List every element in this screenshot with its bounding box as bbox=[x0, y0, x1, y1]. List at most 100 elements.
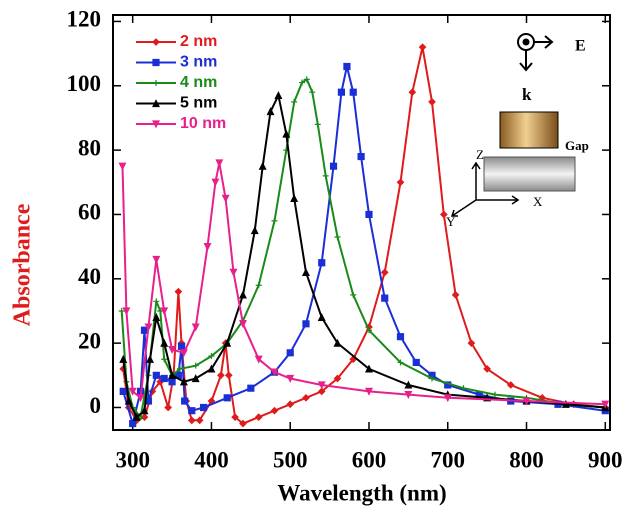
marker bbox=[238, 290, 247, 299]
marker bbox=[381, 294, 389, 302]
marker bbox=[160, 374, 168, 383]
marker bbox=[428, 375, 435, 382]
marker bbox=[179, 349, 188, 358]
marker bbox=[349, 88, 357, 96]
nanocube bbox=[499, 111, 559, 149]
x-axis-label: Wavelength (nm) bbox=[277, 480, 446, 505]
marker bbox=[207, 364, 216, 373]
y-tick-label: 80 bbox=[78, 135, 101, 160]
inset-label: Z bbox=[476, 147, 484, 162]
marker bbox=[357, 152, 365, 161]
marker bbox=[176, 365, 183, 372]
y-tick-label: 100 bbox=[67, 71, 102, 96]
x-tick-label: 400 bbox=[194, 447, 229, 472]
marker bbox=[451, 291, 460, 299]
marker bbox=[224, 371, 233, 380]
marker bbox=[396, 178, 405, 187]
legend-label: 3 nm bbox=[180, 54, 217, 71]
series-line bbox=[122, 46, 606, 425]
series-line bbox=[122, 66, 606, 428]
marker bbox=[122, 307, 131, 316]
marker bbox=[221, 194, 230, 203]
marker bbox=[350, 291, 357, 298]
marker bbox=[404, 380, 413, 389]
marker bbox=[129, 419, 137, 428]
marker bbox=[119, 387, 127, 395]
marker bbox=[337, 88, 346, 96]
marker bbox=[317, 313, 326, 322]
marker bbox=[188, 407, 196, 415]
marker bbox=[136, 394, 145, 403]
marker bbox=[397, 359, 404, 366]
marker bbox=[160, 338, 169, 347]
y-tick-label: 60 bbox=[78, 200, 101, 225]
marker bbox=[258, 161, 267, 170]
marker bbox=[418, 43, 427, 52]
marker bbox=[302, 268, 310, 276]
marker bbox=[140, 413, 149, 421]
marker bbox=[191, 374, 200, 383]
legend-label: 5 nm bbox=[180, 95, 217, 112]
marker bbox=[118, 162, 127, 171]
marker bbox=[152, 58, 160, 67]
marker bbox=[443, 394, 452, 403]
marker bbox=[282, 129, 291, 138]
marker bbox=[255, 282, 262, 289]
marker bbox=[238, 320, 247, 329]
marker bbox=[211, 178, 220, 187]
marker bbox=[302, 393, 310, 402]
marker bbox=[412, 358, 420, 367]
marker bbox=[270, 368, 279, 377]
marker bbox=[152, 120, 160, 129]
marker bbox=[208, 353, 215, 360]
marker bbox=[467, 339, 476, 347]
marker bbox=[271, 217, 278, 224]
marker bbox=[118, 307, 125, 314]
marker bbox=[601, 400, 610, 409]
e-arrow bbox=[534, 35, 554, 49]
marker bbox=[215, 159, 224, 168]
legend: 2 nm 3 nm 4 nm 5 nm 10 nm bbox=[136, 33, 226, 132]
y-tick-label: 40 bbox=[78, 264, 101, 289]
marker bbox=[380, 268, 389, 277]
legend-label: 4 nm bbox=[180, 74, 217, 91]
legend-label: 2 nm bbox=[180, 33, 217, 50]
marker bbox=[217, 371, 225, 380]
marker bbox=[191, 323, 200, 332]
x-tick-label: 600 bbox=[352, 447, 387, 472]
x-tick-label: 800 bbox=[509, 447, 544, 472]
marker bbox=[168, 370, 177, 379]
marker bbox=[334, 233, 341, 240]
marker bbox=[199, 403, 208, 412]
marker bbox=[152, 313, 161, 322]
marker bbox=[247, 384, 255, 392]
marker bbox=[223, 394, 231, 402]
marker bbox=[428, 98, 436, 106]
marker bbox=[302, 320, 310, 328]
marker bbox=[160, 307, 169, 316]
marker bbox=[153, 298, 160, 305]
x-tick-label: 500 bbox=[273, 447, 308, 472]
marker bbox=[144, 323, 153, 332]
marker bbox=[365, 387, 373, 396]
coord-axes bbox=[450, 161, 520, 217]
marker bbox=[181, 397, 189, 405]
substrate bbox=[483, 156, 576, 192]
marker bbox=[483, 365, 491, 373]
marker bbox=[192, 362, 199, 369]
marker bbox=[343, 62, 351, 71]
x-tick-label: 700 bbox=[430, 447, 465, 472]
axes: 0 20 40 60 80 100 120 300 400 500 600 700 800 900 bbox=[67, 7, 623, 473]
marker bbox=[161, 356, 168, 363]
marker bbox=[299, 79, 306, 86]
marker bbox=[314, 121, 321, 128]
marker bbox=[286, 400, 295, 409]
marker bbox=[124, 396, 133, 405]
marker bbox=[140, 406, 149, 415]
marker bbox=[168, 378, 176, 386]
series bbox=[118, 43, 610, 428]
marker bbox=[522, 397, 531, 406]
marker bbox=[174, 287, 183, 296]
